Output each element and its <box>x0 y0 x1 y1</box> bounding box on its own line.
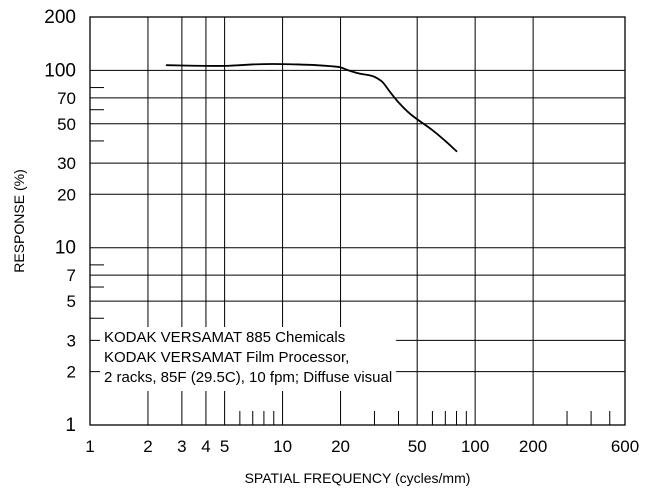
series-layer <box>165 63 458 153</box>
x-tick-label: 10 <box>273 437 292 456</box>
x-tick-label: 5 <box>220 437 229 456</box>
y-tick-label: 30 <box>57 154 76 173</box>
plot-frame <box>89 16 626 426</box>
x-tick-label: 4 <box>201 437 210 456</box>
x-tick-label: 600 <box>611 437 639 456</box>
x-tick-label: 50 <box>408 437 427 456</box>
y-tick-label: 70 <box>57 89 76 108</box>
x-tick-label: 1 <box>85 437 94 456</box>
x-tick-label: 100 <box>461 437 489 456</box>
y-tick-label: 5 <box>67 292 76 311</box>
y-tick-label: 3 <box>67 331 76 350</box>
y-tick-label: 1 <box>65 415 76 436</box>
annotation-line: 2 racks, 85F (29.5C), 10 fpm; Diffuse vi… <box>104 369 392 386</box>
x-axis-title: SPATIAL FREQUENCY (cycles/mm) <box>245 470 471 486</box>
y-tick-labels: 1 2 3 5 7 10 20 30 50 70 100 200 <box>44 7 76 436</box>
annotation-background <box>100 327 397 391</box>
y-tick-label: 20 <box>57 185 76 204</box>
x-tick-label: 2 <box>143 437 152 456</box>
y-tick-label: 10 <box>55 238 76 259</box>
y-axis-title: RESPONSE (%) <box>11 169 27 272</box>
x-tick-label: 20 <box>331 437 350 456</box>
annotation: KODAK VERSAMAT 885 Chemicals KODAK VERSAM… <box>104 329 392 386</box>
series-line-0 <box>165 63 458 153</box>
x-tick-labels: 1 2 3 4 5 10 20 50 100 200 600 <box>85 437 639 456</box>
y-tick-label: 100 <box>44 60 76 81</box>
annotation-line: KODAK VERSAMAT Film Processor, <box>104 349 349 366</box>
x-tick-label: 200 <box>519 437 547 456</box>
y-tick-label: 7 <box>67 266 76 285</box>
minor-ticks <box>90 87 611 425</box>
annotation-line: KODAK VERSAMAT 885 Chemicals <box>104 329 345 346</box>
y-tick-label: 50 <box>57 115 76 134</box>
y-tick-label: 2 <box>67 363 76 382</box>
x-tick-label: 3 <box>177 437 186 456</box>
y-tick-label: 200 <box>44 7 76 28</box>
